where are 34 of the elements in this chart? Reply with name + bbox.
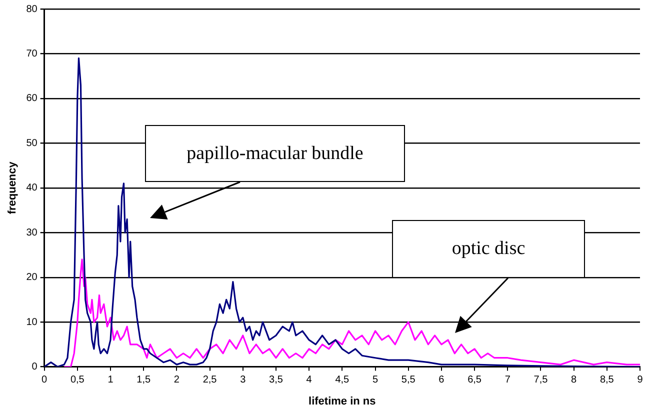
y-tick-label: 20 <box>26 272 38 284</box>
x-tick-label: 4,5 <box>335 374 350 386</box>
y-axis-title: frequency <box>6 160 19 214</box>
annotation: optic disc <box>452 238 526 260</box>
y-tick-label: 0 <box>32 362 38 373</box>
annotation: papillo-macular bundle <box>186 142 364 164</box>
x-tick-label: 5,5 <box>401 374 416 386</box>
x-tick-label: 0,5 <box>70 374 85 386</box>
x-tick-label: 3,5 <box>269 374 284 386</box>
y-tick-label: 40 <box>26 182 38 194</box>
x-axis-title: lifetime in ns <box>308 395 376 408</box>
x-tick-label: 7,5 <box>534 374 548 386</box>
y-tick-label: 10 <box>26 316 38 328</box>
y-tick-label: 60 <box>26 93 38 104</box>
y-tick-label: 80 <box>26 4 38 15</box>
callout-box: optic disc <box>392 220 585 278</box>
x-tick-label: 5 <box>372 374 378 386</box>
x-tick-label: 6 <box>438 374 445 386</box>
callout-box: papillo-macular bundle <box>145 125 405 182</box>
x-tick-label: 7 <box>504 374 511 386</box>
x-tick-label: 6,5 <box>468 374 482 386</box>
x-tick-label: 2 <box>174 374 180 386</box>
x-tick-label: 9 <box>637 374 644 386</box>
x-tick-label: 4 <box>306 374 312 386</box>
x-tick-label: 0 <box>42 374 48 386</box>
x-tick-label: 1 <box>108 374 114 386</box>
y-tick-label: 30 <box>26 227 38 238</box>
y-tick-label: 70 <box>26 48 38 60</box>
x-tick-label: 8,5 <box>600 374 614 386</box>
x-tick-label: 8 <box>571 374 578 386</box>
x-tick-label: 3 <box>240 374 246 386</box>
x-tick-label: 2,5 <box>202 374 218 386</box>
x-tick-label: 1,5 <box>136 374 151 386</box>
y-tick-label: 50 <box>26 138 38 149</box>
